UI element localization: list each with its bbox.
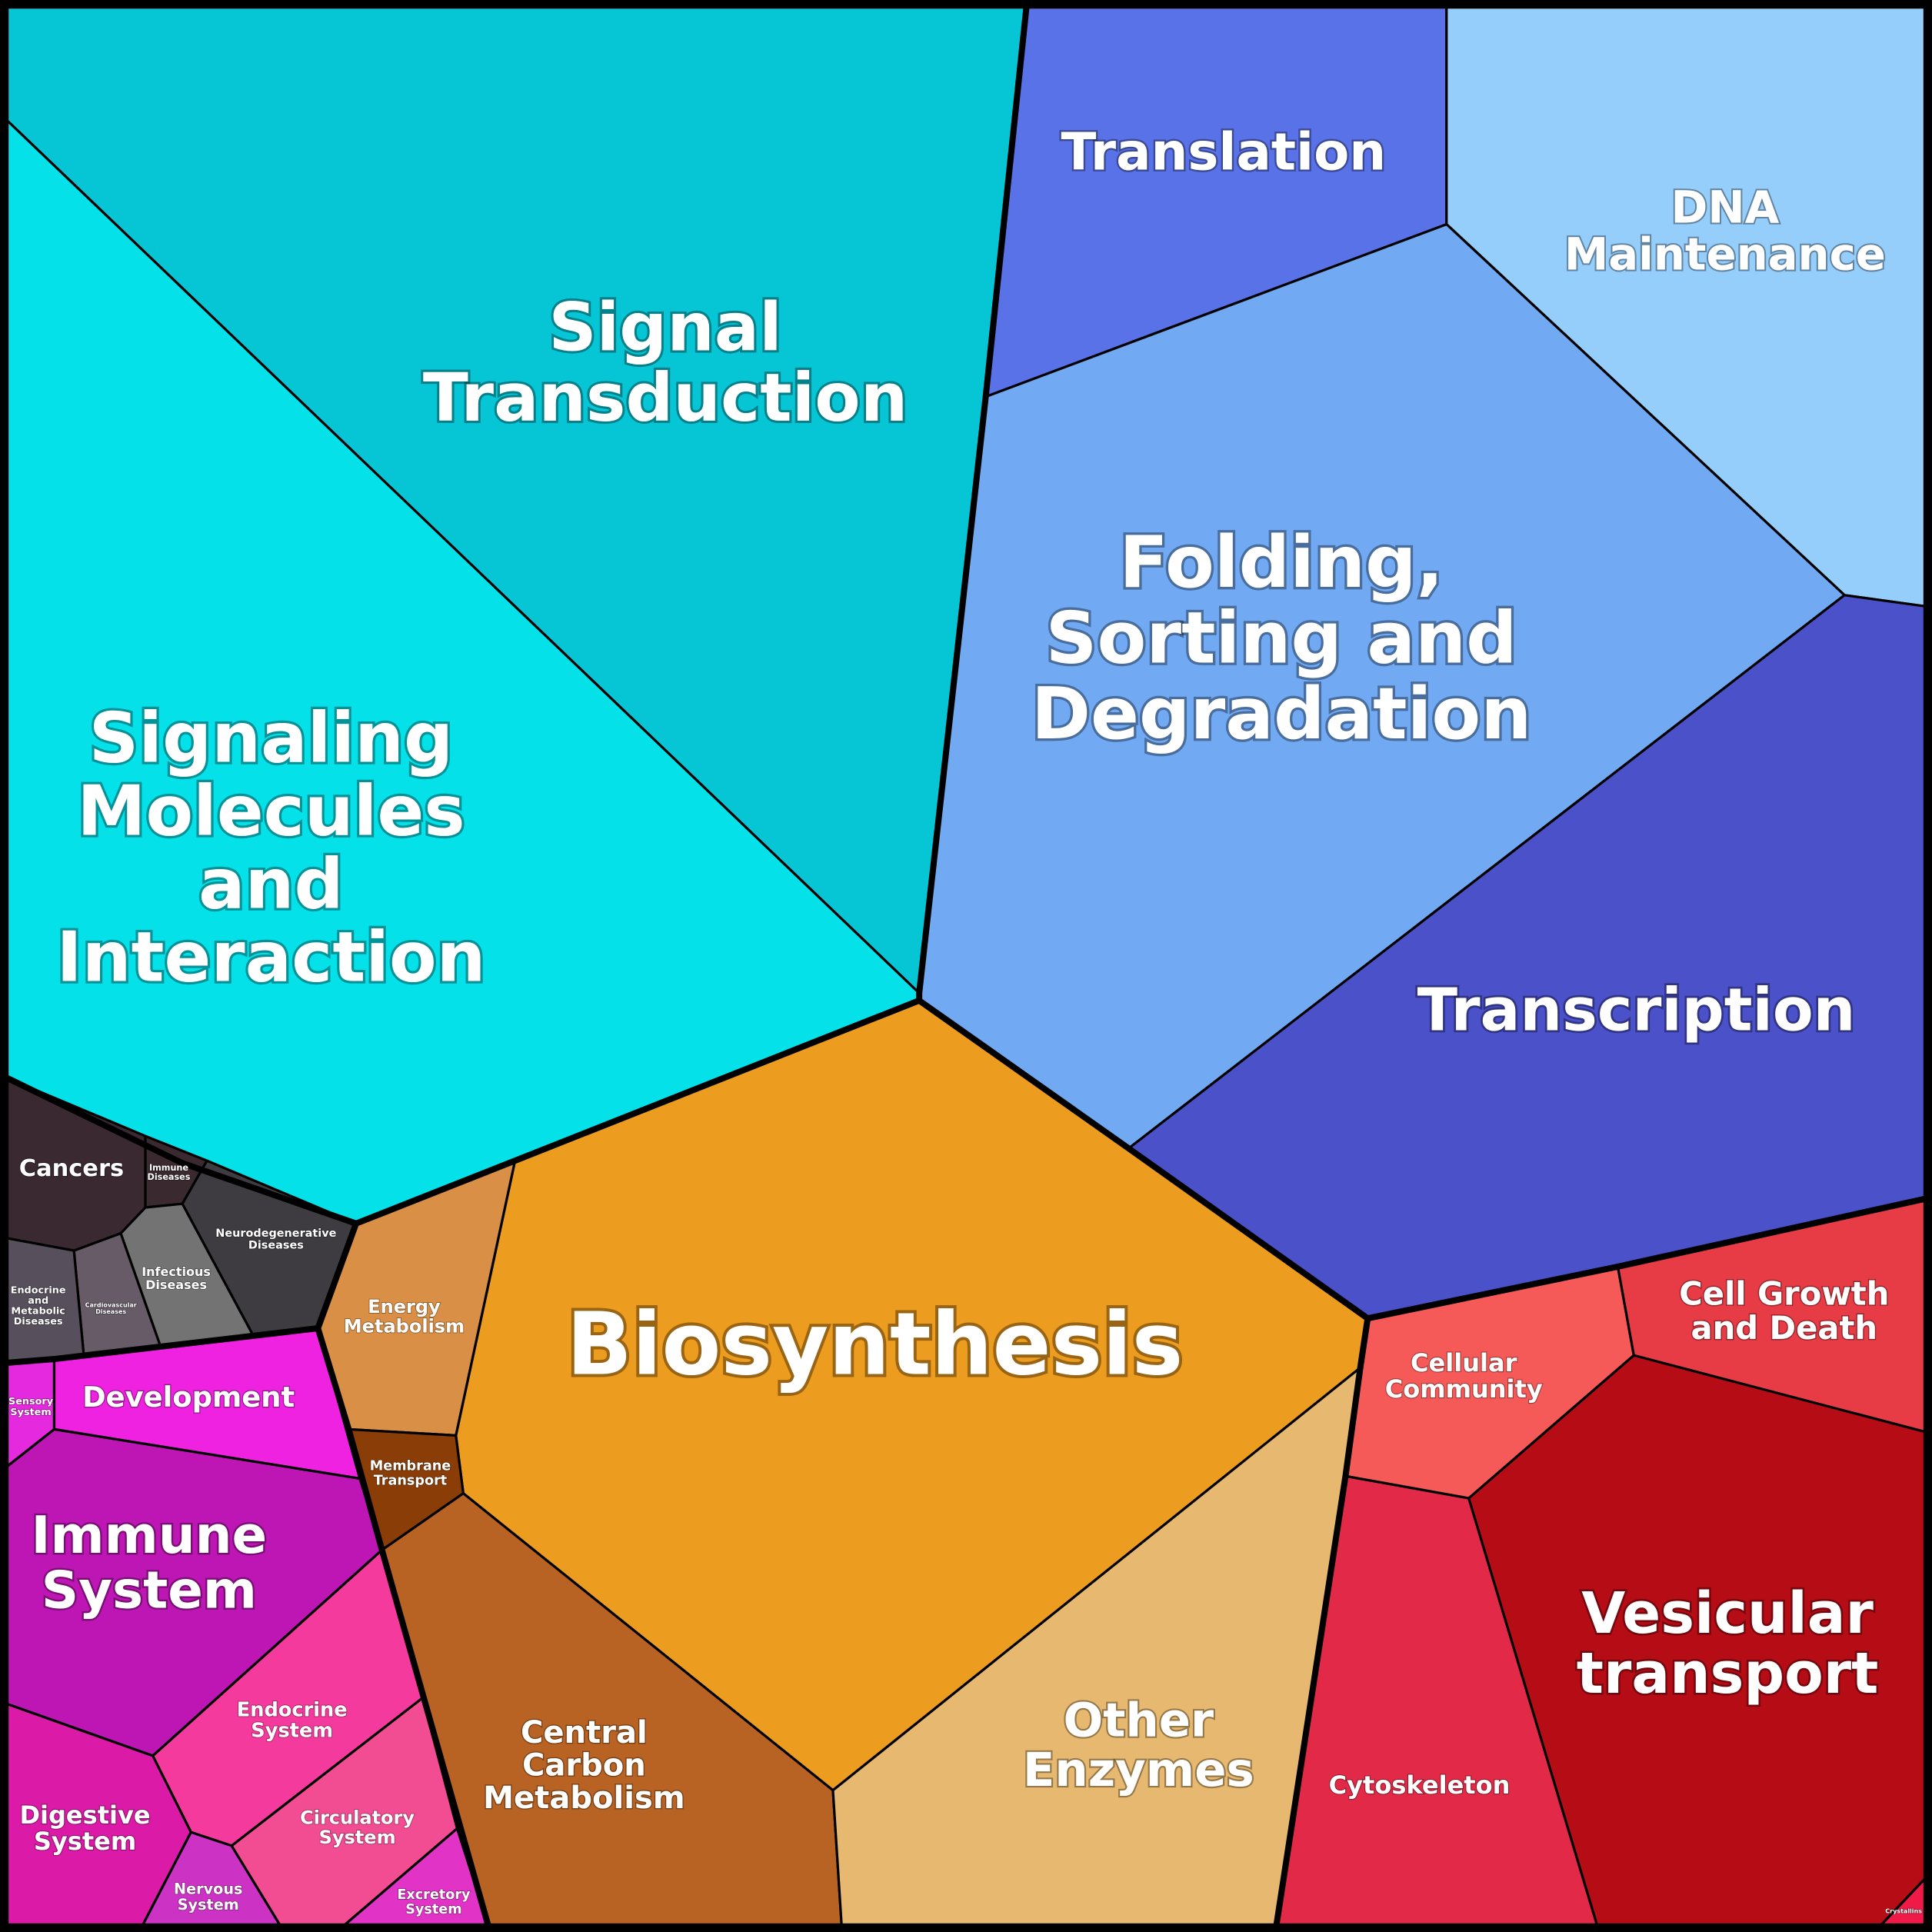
- cell-label: and Death: [1690, 1309, 1877, 1347]
- cell-label: Metabolic: [11, 1305, 65, 1317]
- cell-label: Diseases: [14, 1316, 63, 1327]
- cell-label: Sensory: [8, 1396, 54, 1407]
- cell-label: Translation: [1061, 122, 1386, 182]
- cells: [6, 6, 1926, 1926]
- cell-label: Interaction: [56, 918, 485, 998]
- cell-label: Transduction: [423, 360, 908, 437]
- cell-label: Cell Growth: [1679, 1275, 1889, 1313]
- cell-label: Energy: [368, 1296, 441, 1317]
- cell-label: System: [10, 1407, 51, 1418]
- cell-label: Metabolism: [344, 1315, 465, 1337]
- group-border: [315, 7, 1030, 1926]
- group-border: [7, 1325, 318, 1366]
- cell-label: Molecules: [77, 771, 465, 851]
- cell-label: Enzymes: [1023, 1743, 1254, 1797]
- cell-label: Infectious: [142, 1264, 211, 1279]
- cell-label: Other: [1064, 1694, 1214, 1748]
- cell-label: System: [251, 1720, 333, 1743]
- cell-label: Biosynthesis: [566, 1295, 1183, 1395]
- cell-label: Carbon: [522, 1747, 646, 1783]
- cell-label: Diseases: [95, 1308, 126, 1315]
- cell-label: System: [178, 1896, 239, 1914]
- cell-label: Signaling: [89, 698, 454, 778]
- cell-label: and: [28, 1295, 48, 1307]
- cell-label: Cardiovascular: [85, 1302, 137, 1309]
- cell-label: Maintenance: [1564, 228, 1886, 281]
- cell-label: Metabolism: [483, 1780, 685, 1816]
- cell-label: Cellular: [1411, 1348, 1517, 1377]
- cell-label: Endocrine: [237, 1698, 348, 1721]
- cell-label: Nervous: [174, 1880, 242, 1897]
- cell-label: Vesicular: [1581, 1581, 1874, 1647]
- cell-label: Community: [1385, 1374, 1543, 1404]
- labels: SignalTransductionSignalingMoleculesandI…: [8, 120, 1923, 1918]
- cell-label: Folding,: [1119, 521, 1444, 604]
- cell-label: Neurodegenerative: [215, 1227, 336, 1240]
- cell-label: Degradation: [1031, 672, 1532, 755]
- cell-label: Development: [82, 1381, 295, 1414]
- cell-label: Diseases: [145, 1277, 207, 1292]
- cell-label: Crystallins: [1885, 1907, 1922, 1914]
- group-border: [1273, 1317, 1371, 1925]
- cell-label: transport: [1577, 1641, 1879, 1707]
- cell-label: System: [319, 1827, 396, 1848]
- cell-label: Diseases: [148, 1172, 191, 1182]
- cell-label: Central: [521, 1715, 648, 1750]
- cell-label: DNA: [1671, 181, 1779, 233]
- cell-label: Transcription: [1417, 976, 1856, 1044]
- cell-label: System: [405, 1902, 461, 1917]
- cell-label: Membrane: [370, 1459, 451, 1474]
- cell-label: Diseases: [248, 1239, 304, 1251]
- cell-label: Sorting and: [1046, 597, 1517, 680]
- cell-label: Excretory: [397, 1887, 471, 1903]
- cell-label: Cancers: [19, 1155, 124, 1182]
- cell-label: Immune: [149, 1163, 188, 1173]
- cell-label: Signal: [548, 289, 781, 366]
- cell-label: Circulatory: [300, 1807, 415, 1829]
- cell-label: Endocrine: [11, 1284, 66, 1296]
- cell-label: Transport: [374, 1473, 448, 1488]
- cell-label: Immune: [32, 1505, 268, 1565]
- cell-label: System: [34, 1827, 136, 1856]
- group-border: [5, 1075, 358, 1227]
- cell-label: System: [42, 1560, 257, 1620]
- cell-label: and: [198, 845, 344, 925]
- cell-label: Digestive: [19, 1800, 150, 1830]
- cell-label: Cytoskeleton: [1329, 1770, 1511, 1800]
